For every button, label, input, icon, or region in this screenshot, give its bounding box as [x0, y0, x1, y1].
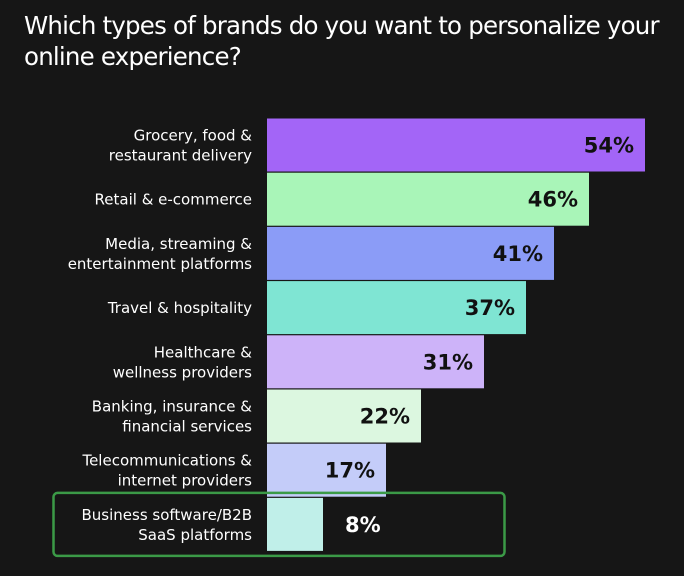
category-label: financial services	[122, 418, 252, 436]
bar	[267, 226, 554, 280]
value-label: 22%	[360, 405, 410, 429]
value-label: 46%	[528, 188, 578, 212]
bar	[267, 118, 645, 172]
bar	[267, 497, 323, 551]
category-label: Telecommunications &	[81, 452, 252, 470]
category-label: restaurant delivery	[109, 147, 252, 165]
category-label: SaaS platforms	[138, 526, 252, 544]
category-label: internet providers	[118, 472, 253, 490]
value-label: 37%	[465, 296, 515, 320]
category-label: Banking, insurance &	[92, 398, 253, 416]
category-label: Healthcare &	[154, 343, 253, 361]
category-label: entertainment platforms	[68, 255, 252, 273]
value-label: 8%	[345, 513, 381, 537]
value-label: 31%	[423, 350, 473, 374]
bar	[267, 281, 526, 335]
category-label: wellness providers	[113, 363, 252, 381]
category-label: Business software/B2B	[81, 506, 252, 524]
bar	[267, 335, 484, 389]
value-label: 54%	[584, 134, 634, 158]
value-label: 17%	[325, 459, 375, 483]
highlight-box	[52, 491, 506, 558]
category-label: Grocery, food &	[134, 127, 253, 145]
category-label: Media, streaming &	[105, 235, 252, 253]
bar	[267, 389, 421, 443]
chart-title: Which types of brands do you want to per…	[24, 11, 660, 71]
value-label: 41%	[493, 242, 543, 266]
bar	[267, 443, 386, 497]
category-label: Travel & hospitality	[107, 299, 252, 317]
category-label: Retail & e-commerce	[95, 191, 252, 209]
bar	[267, 172, 589, 226]
